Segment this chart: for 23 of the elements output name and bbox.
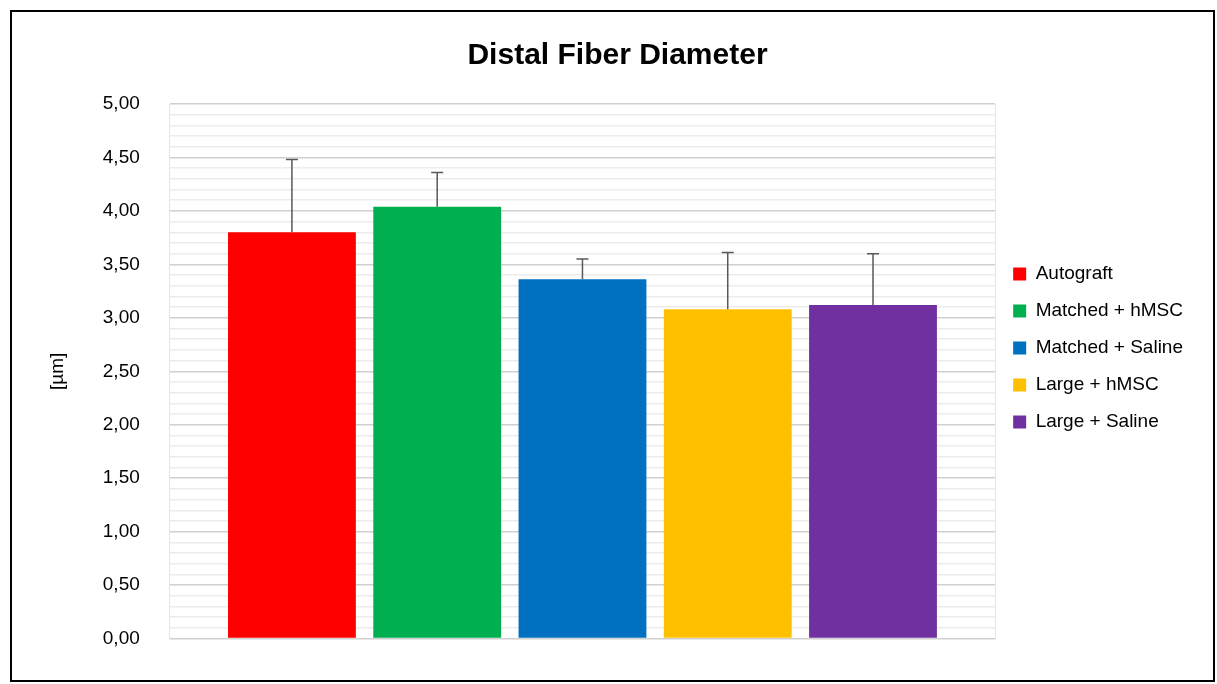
y-tick-label: 2,00 <box>102 412 140 434</box>
y-tick-label: 0,50 <box>102 573 140 595</box>
y-axis-title: [µm] <box>45 352 67 390</box>
chart-title: Distal Fiber Diameter <box>467 37 768 71</box>
legend-label: Large + Saline <box>1035 410 1159 432</box>
bar <box>809 305 937 638</box>
legend-label: Matched + Saline <box>1035 336 1183 358</box>
bar <box>373 206 502 638</box>
y-tick-label: 4,00 <box>102 199 140 221</box>
y-tick-label: 2,50 <box>102 359 140 381</box>
y-tick-label: 3,00 <box>102 306 140 328</box>
bar <box>518 279 647 638</box>
bar <box>663 309 792 638</box>
y-tick-label: 1,00 <box>102 519 140 541</box>
legend-label: Large + hMSC <box>1035 373 1159 395</box>
legend-label: Autograft <box>1035 262 1114 284</box>
y-tick-label: 3,50 <box>102 252 140 274</box>
bar <box>228 232 356 638</box>
legend-label: Matched + hMSC <box>1035 299 1183 321</box>
y-tick-label: 5,00 <box>102 92 140 114</box>
y-tick-label: 0,00 <box>102 626 140 648</box>
y-tick-label: 1,50 <box>102 466 140 488</box>
y-tick-label: 4,50 <box>102 145 140 167</box>
